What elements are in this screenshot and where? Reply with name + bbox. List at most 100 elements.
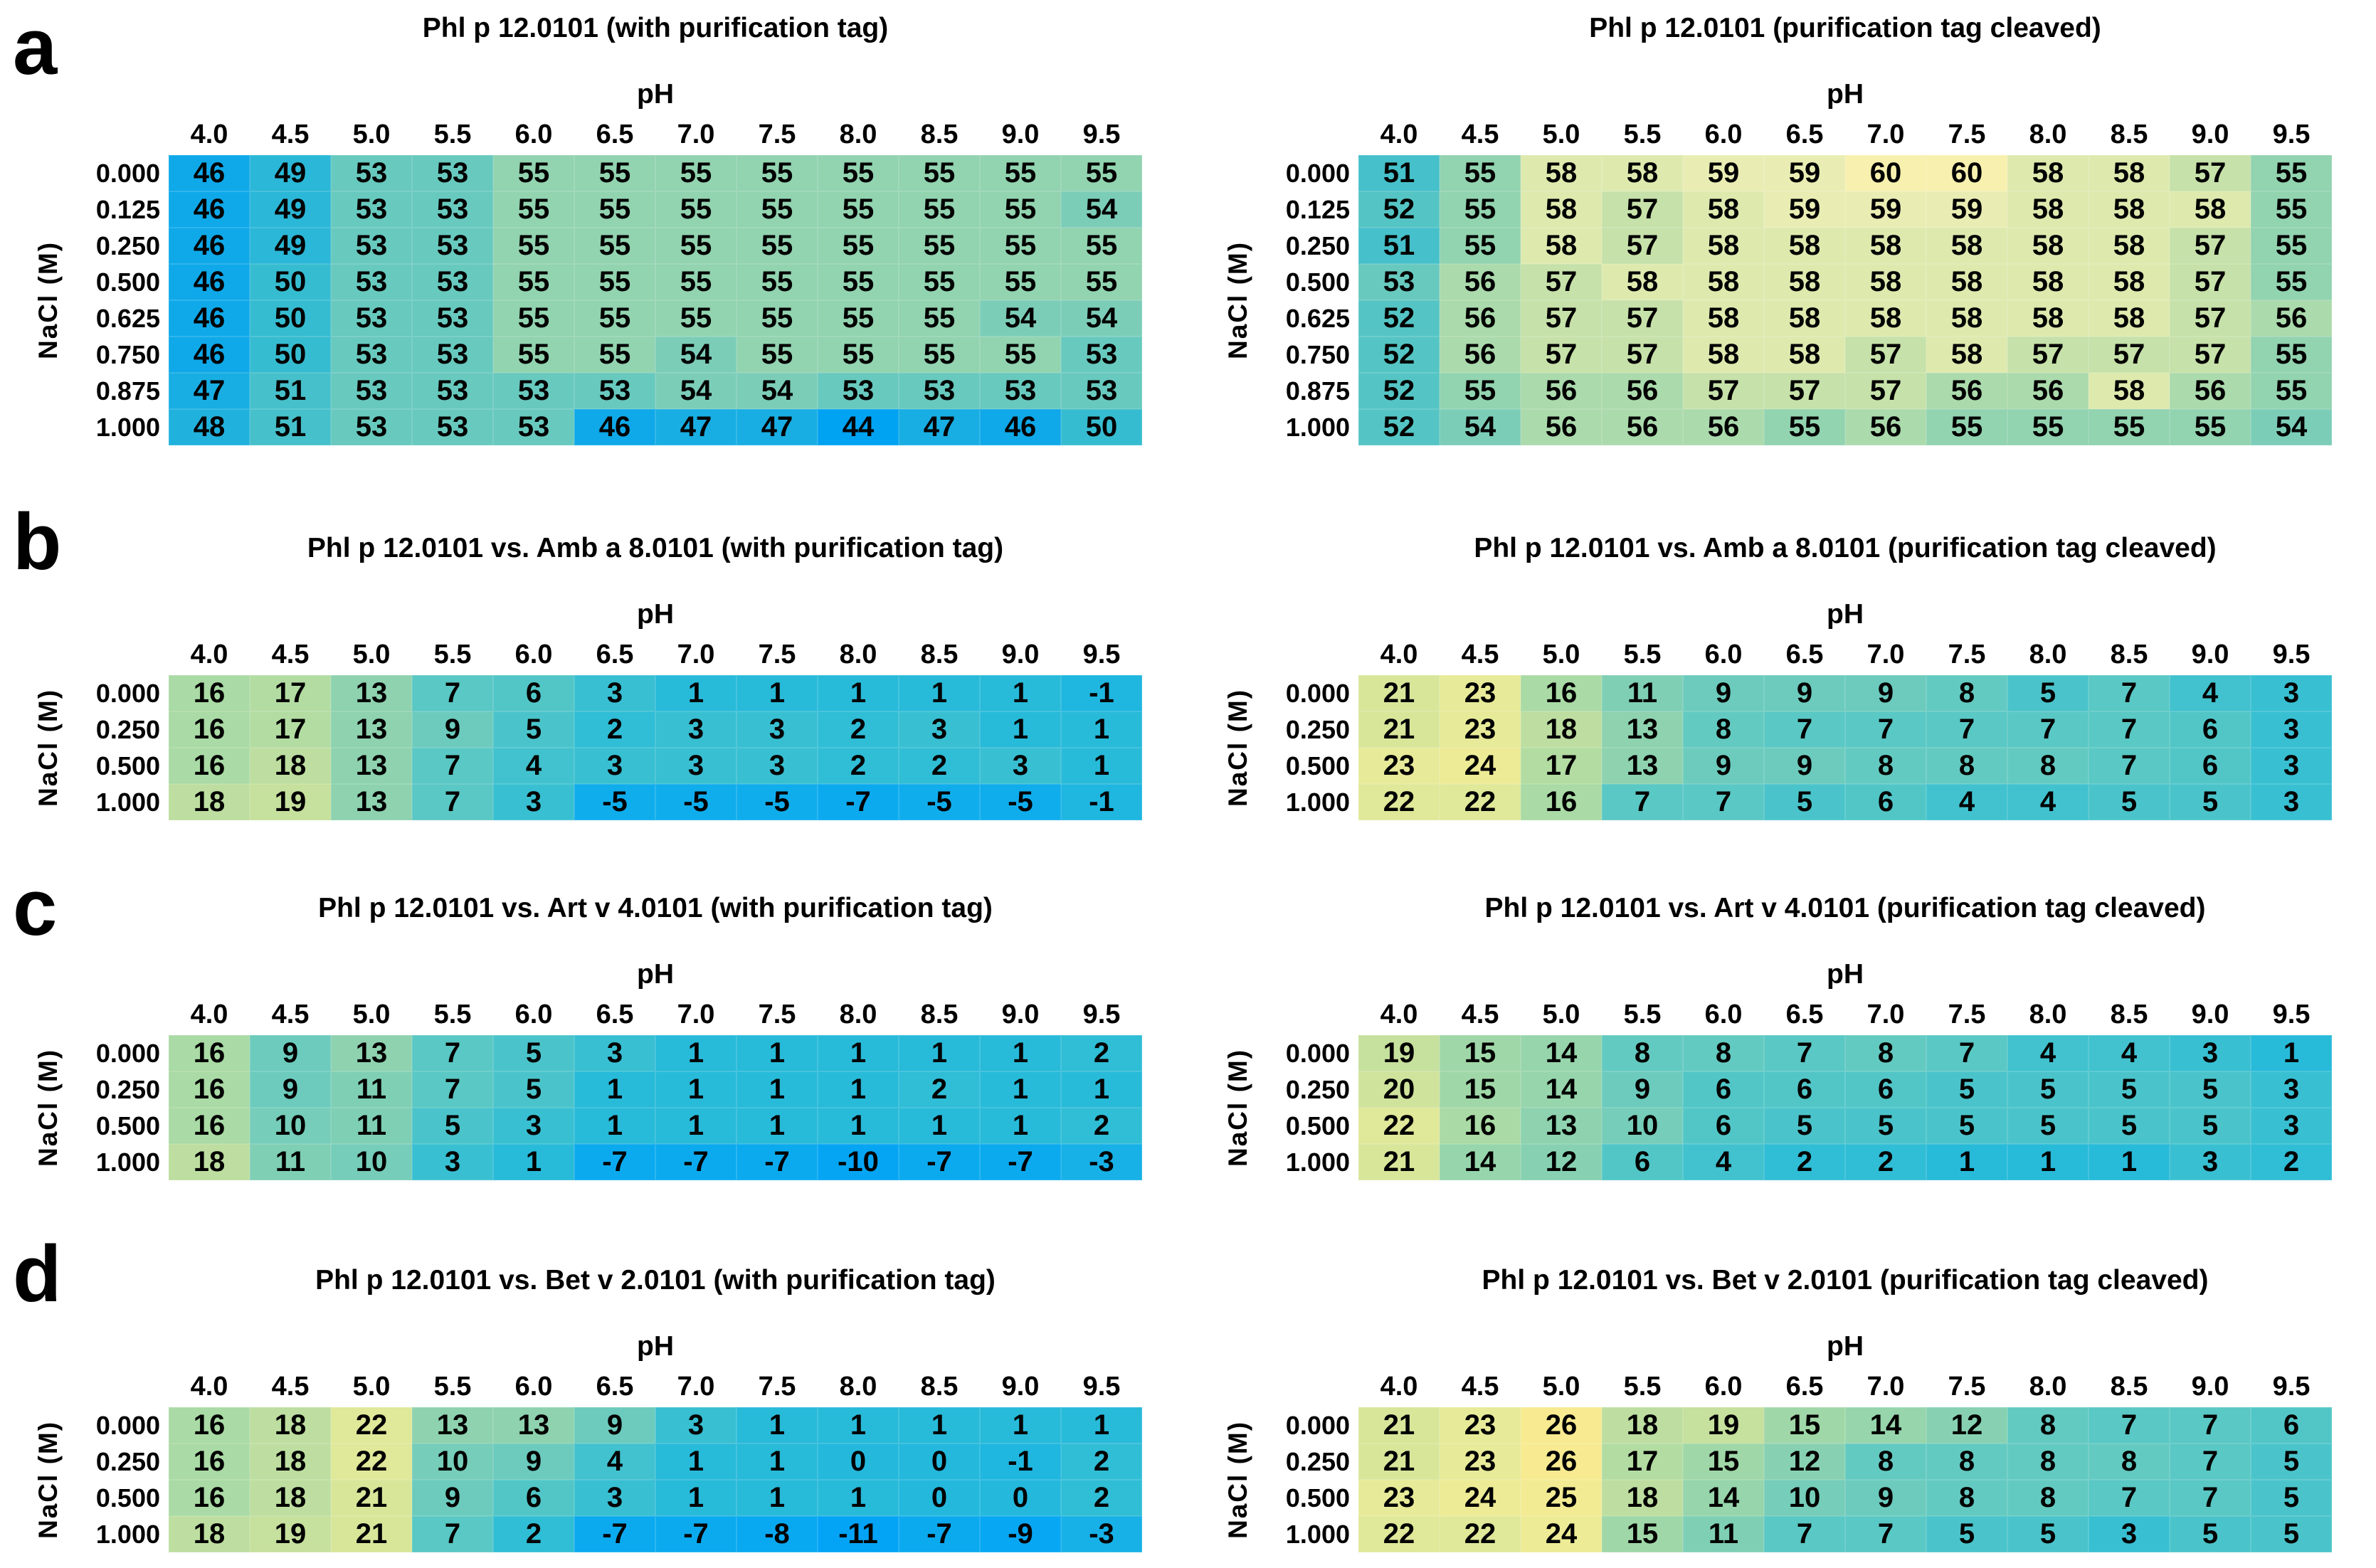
heatmap-cell: 57 xyxy=(1521,337,1602,373)
heatmap-cell: 18 xyxy=(250,748,331,784)
heatmap-cell: 5 xyxy=(2251,1443,2332,1480)
heatmap-cell: 58 xyxy=(1926,337,2007,373)
ph-tick-label: 4.5 xyxy=(271,639,310,669)
heatmap-cell: 5 xyxy=(2170,784,2251,820)
heatmap-cell: -11 xyxy=(818,1516,899,1552)
heatmap-cell: 4 xyxy=(2089,1035,2170,1071)
heatmap-cell: 16 xyxy=(169,1443,250,1480)
heatmap-cell: 21 xyxy=(1358,1407,1440,1443)
heatmap-cell: 58 xyxy=(1683,191,1764,228)
ph-tick-label: 8.0 xyxy=(2029,999,2067,1029)
heatmap-cell: 21 xyxy=(1358,675,1440,711)
heatmap-cell: 58 xyxy=(1764,300,1845,337)
heatmap-cell: 55 xyxy=(574,155,655,191)
heatmap-cell: 57 xyxy=(1521,264,1602,300)
ph-tick-label: 8.0 xyxy=(2029,1371,2067,1402)
ph-tick-label: 7.0 xyxy=(1867,1371,1905,1402)
heatmap-cell: 10 xyxy=(1602,1108,1683,1144)
ph-tick-label: 9.0 xyxy=(1001,119,1040,149)
heatmap-cell: 4 xyxy=(1683,1144,1764,1180)
heatmap-cell: 2 xyxy=(899,748,980,784)
heatmap-cell: 1 xyxy=(2007,1144,2089,1180)
nacl-tick-label: 0.500 xyxy=(1285,751,1350,780)
heatmap-cell: 9 xyxy=(1683,675,1764,711)
ph-tick-label: 7.0 xyxy=(677,119,715,149)
heatmap-cell: 53 xyxy=(493,373,574,409)
heatmap-cell: 55 xyxy=(1926,409,2007,445)
heatmap-cell: 9 xyxy=(412,711,493,748)
heatmap-cell: 5 xyxy=(493,1071,574,1108)
heatmap-cell: 16 xyxy=(169,711,250,748)
heatmap-cell: 13 xyxy=(331,675,412,711)
ph-tick-label: 9.0 xyxy=(2191,999,2229,1029)
heatmap-cell: 7 xyxy=(412,1035,493,1071)
heatmap-cell: 23 xyxy=(1358,748,1440,784)
heatmap-cell: 11 xyxy=(331,1071,412,1108)
heatmap-cell: -5 xyxy=(574,784,655,820)
heatmap-cell: 55 xyxy=(818,155,899,191)
heatmap-cell: 7 xyxy=(1926,1035,2007,1071)
heatmap-cell: 7 xyxy=(1764,1516,1845,1552)
ph-tick-label: 6.0 xyxy=(514,1371,553,1402)
ph-tick-label: 8.5 xyxy=(2110,639,2148,669)
heatmap-cell: 1 xyxy=(980,675,1061,711)
heatmap-cell: -5 xyxy=(899,784,980,820)
heatmap-cell: 7 xyxy=(2170,1407,2251,1443)
nacl-tick-label: 0.500 xyxy=(1285,267,1350,297)
heatmap-cell: 58 xyxy=(2089,300,2170,337)
heatmap-cell: 58 xyxy=(2170,191,2251,228)
heatmap-cell: 12 xyxy=(1521,1144,1602,1180)
heatmap-cell: 1 xyxy=(980,1108,1061,1144)
heatmap-cell: 9 xyxy=(1845,675,1926,711)
x-axis-label: pH xyxy=(1827,599,1864,630)
heatmap-cell: 46 xyxy=(169,264,250,300)
heatmap-cell: 3 xyxy=(736,748,818,784)
heatmap-cell: 18 xyxy=(250,1480,331,1516)
heatmap-grid: 16 9 13 7 5 3 1 1 1 1 1 2 16 9 11 7 5 1 1 1 1 2 1 1 16 10 11 5 3 1 1 1 1… xyxy=(169,1035,1142,1180)
heatmap-cell: 1 xyxy=(980,711,1061,748)
heatmap-cell: 1 xyxy=(980,1035,1061,1071)
ph-tick-label: 4.0 xyxy=(1380,999,1418,1029)
heatmap-cell: 5 xyxy=(1764,1108,1845,1144)
heatmap-cell: 55 xyxy=(1061,264,1142,300)
heatmap-cell: 8 xyxy=(2007,1407,2089,1443)
heatmap-cell: 53 xyxy=(331,191,412,228)
nacl-tick-label: 1.000 xyxy=(1285,1147,1350,1177)
heatmap-cell: 46 xyxy=(169,155,250,191)
heatmap-cell: 53 xyxy=(331,409,412,445)
ph-tick-label: 4.5 xyxy=(1461,119,1499,149)
heatmap-cell: 1 xyxy=(899,1407,980,1443)
heatmap-cell: 59 xyxy=(1764,191,1845,228)
heatmap-cell: 55 xyxy=(493,191,574,228)
heatmap-cell: 0 xyxy=(899,1443,980,1480)
heatmap-cell: -7 xyxy=(655,1516,736,1552)
heatmap-cell: 55 xyxy=(655,155,736,191)
heatmap-cell: 52 xyxy=(1358,337,1440,373)
heatmap-cell: 53 xyxy=(412,191,493,228)
x-axis-label: pH xyxy=(637,79,674,110)
heatmap-cell: 23 xyxy=(1440,1443,1521,1480)
nacl-tick-label: 0.750 xyxy=(95,339,160,369)
heatmap-cell: 47 xyxy=(736,409,818,445)
heatmap-cell: 14 xyxy=(1521,1035,1602,1071)
heatmap-cell: -10 xyxy=(818,1144,899,1180)
heatmap-cell: 53 xyxy=(331,228,412,264)
heatmap-cell: 56 xyxy=(1440,264,1521,300)
heatmap-cell: 55 xyxy=(574,300,655,337)
heatmap-cell: 16 xyxy=(169,1035,250,1071)
heatmap-cell: 6 xyxy=(2251,1407,2332,1443)
heatmap-cell: 6 xyxy=(1683,1108,1764,1144)
heatmap-cell: 2 xyxy=(2251,1144,2332,1180)
heatmap-cell: 53 xyxy=(331,300,412,337)
heatmap-cell: 58 xyxy=(1926,228,2007,264)
heatmap-cell: -7 xyxy=(899,1144,980,1180)
heatmap-cell: 16 xyxy=(169,1071,250,1108)
heatmap-cell: 7 xyxy=(2089,675,2170,711)
heatmap-cell: 56 xyxy=(1440,300,1521,337)
heatmap-cell: 56 xyxy=(1440,337,1521,373)
heatmap-cell: 3 xyxy=(980,748,1061,784)
heatmap-cell: 57 xyxy=(2170,264,2251,300)
heatmap-cell: 16 xyxy=(1521,675,1602,711)
heatmap-cell: 58 xyxy=(1521,155,1602,191)
nacl-tick-label: 0.500 xyxy=(1285,1483,1350,1513)
